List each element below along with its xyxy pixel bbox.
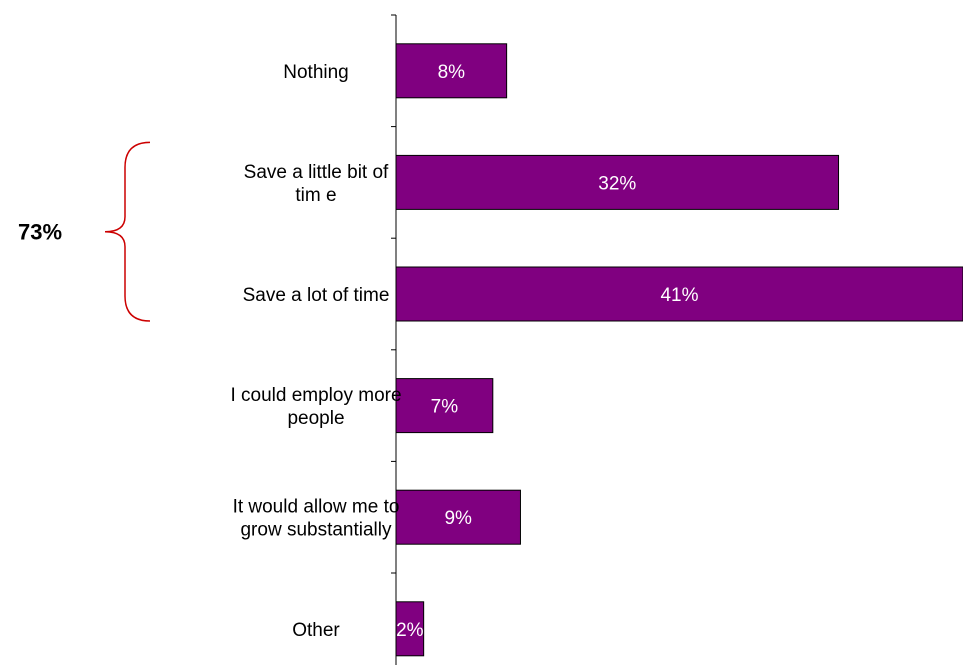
group-bracket — [104, 141, 151, 322]
value-label: 41% — [660, 285, 698, 306]
category-label: Other — [292, 620, 340, 641]
bar — [395, 266, 963, 322]
category-label: people — [287, 408, 344, 429]
bar — [395, 489, 521, 545]
value-label: 7% — [431, 397, 459, 418]
value-label: 32% — [598, 173, 636, 194]
value-label: 2% — [396, 620, 424, 641]
category-label: Save a little bit of — [244, 162, 389, 183]
category-label: It would allow me to — [233, 497, 400, 518]
bar — [395, 43, 508, 99]
bar — [395, 154, 840, 210]
bar — [395, 601, 425, 657]
category-label: grow substantially — [240, 520, 392, 541]
category-label: tim e — [295, 185, 336, 206]
axis-ticks — [391, 14, 396, 574]
bar — [395, 378, 494, 434]
value-label: 8% — [438, 62, 466, 83]
category-label: I could employ more — [230, 385, 401, 406]
value-label: 9% — [444, 508, 472, 529]
group-total-label: 73% — [18, 220, 62, 245]
bars — [395, 43, 963, 657]
category-label: Save a lot of time — [243, 285, 390, 306]
category-label: Nothing — [283, 62, 349, 83]
value-labels: 8% 32% 41% 7% 9% 2% — [396, 62, 699, 641]
